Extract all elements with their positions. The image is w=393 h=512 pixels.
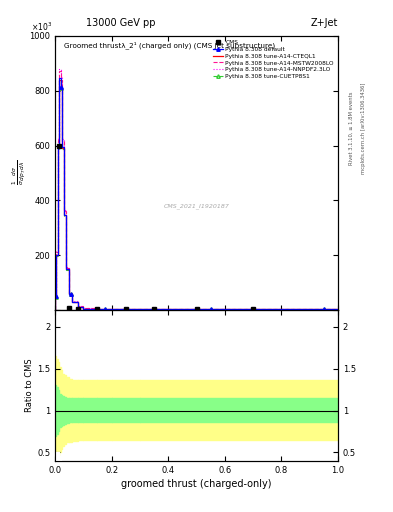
Y-axis label: $\frac{1}{\sigma}\frac{d\sigma}{dp_T\,d\lambda}$: $\frac{1}{\sigma}\frac{d\sigma}{dp_T\,d\…	[11, 160, 28, 185]
Text: mcplots.cern.ch [arXiv:1306.3436]: mcplots.cern.ch [arXiv:1306.3436]	[361, 82, 366, 174]
Text: Z+Jet: Z+Jet	[310, 18, 338, 28]
Text: 13000 GeV pp: 13000 GeV pp	[86, 18, 156, 28]
Text: CMS_2021_I1920187: CMS_2021_I1920187	[163, 203, 230, 209]
Legend: CMS, Pythia 8.308 default, Pythia 8.308 tune-A14-CTEQL1, Pythia 8.308 tune-A14-M: CMS, Pythia 8.308 default, Pythia 8.308 …	[211, 39, 335, 80]
Text: Rivet 3.1.10, ≥ 1.8M events: Rivet 3.1.10, ≥ 1.8M events	[349, 91, 354, 165]
Y-axis label: Ratio to CMS: Ratio to CMS	[25, 358, 34, 412]
Text: Groomed thrustλ_2¹ (charged only) (CMS jet substructure): Groomed thrustλ_2¹ (charged only) (CMS j…	[64, 41, 275, 49]
Text: $\times10^3$: $\times10^3$	[31, 20, 52, 33]
X-axis label: groomed thrust (charged-only): groomed thrust (charged-only)	[121, 479, 272, 489]
